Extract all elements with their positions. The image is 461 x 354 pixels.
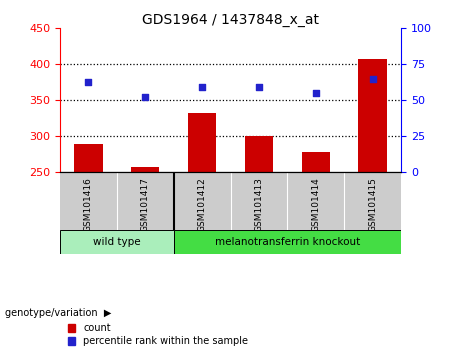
- Text: melanotransferrin knockout: melanotransferrin knockout: [215, 237, 360, 247]
- Bar: [188, 113, 216, 172]
- Title: GDS1964 / 1437848_x_at: GDS1964 / 1437848_x_at: [142, 13, 319, 27]
- Text: wild type: wild type: [93, 237, 141, 247]
- Bar: [174, 230, 401, 253]
- Bar: [245, 136, 273, 172]
- Point: [369, 76, 376, 81]
- Point: [142, 95, 149, 100]
- Text: GSM101412: GSM101412: [198, 177, 207, 232]
- Bar: [131, 167, 160, 172]
- Point: [85, 79, 92, 85]
- Text: GSM101415: GSM101415: [368, 177, 377, 232]
- Text: GSM101414: GSM101414: [311, 177, 320, 232]
- Text: GSM101416: GSM101416: [84, 177, 93, 232]
- Legend: count, percentile rank within the sample: count, percentile rank within the sample: [65, 320, 251, 349]
- Point: [198, 85, 206, 90]
- Text: GSM101417: GSM101417: [141, 177, 150, 232]
- Bar: [358, 59, 387, 172]
- Text: genotype/variation  ▶: genotype/variation ▶: [5, 308, 111, 318]
- Bar: [301, 152, 330, 172]
- Bar: [60, 230, 174, 253]
- Text: GSM101413: GSM101413: [254, 177, 263, 232]
- Bar: [74, 144, 102, 172]
- Point: [255, 85, 263, 90]
- Point: [312, 90, 319, 96]
